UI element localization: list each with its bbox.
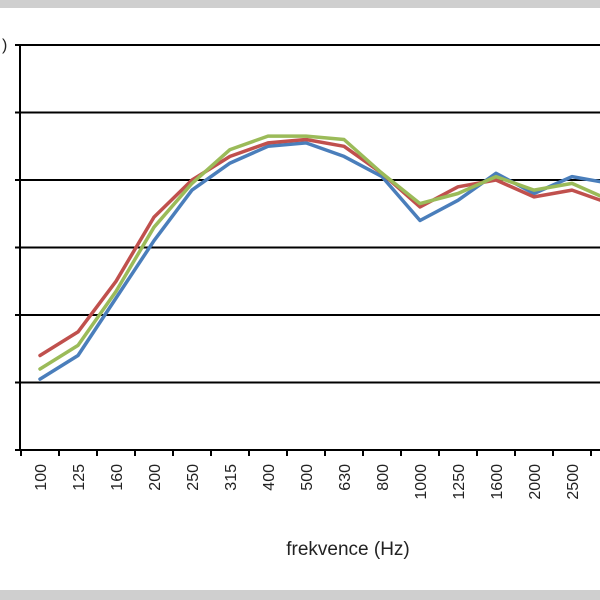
x-tick-label: 125 [71,464,88,491]
axes: ) [2,37,600,456]
series-lines [38,134,600,381]
series-line-1 [38,141,600,381]
series-line-3 [38,134,600,371]
x-tick-label: 800 [375,464,392,491]
x-tick-labels: 100 125 160 200 250 315 400 500 630 800 1000 1250 16… [33,464,582,500]
x-tick-label: 100 [33,464,50,491]
bottom-frame-band [0,590,600,600]
x-tick-label: 200 [147,464,164,491]
top-frame-band [0,0,600,8]
x-axis-title: frekvence (Hz) [286,539,410,560]
gridlines [20,44,600,384]
x-tick-label: 315 [223,464,240,491]
x-tick-label: 2000 [527,464,544,500]
series-line-2 [38,137,600,358]
x-tick-label: 160 [109,464,126,491]
x-tick-label: 1000 [413,464,430,500]
x-tick-label: 630 [337,464,354,491]
x-tick-label: 500 [299,464,316,491]
x-tick-label: 1250 [451,464,468,500]
x-tick-label: 400 [261,464,278,491]
x-tick-label: 1600 [489,464,506,500]
x-tick-label: 2500 [565,464,582,500]
y-tick-label-clipped: ) [2,37,7,54]
x-tick-label: 250 [185,464,202,491]
